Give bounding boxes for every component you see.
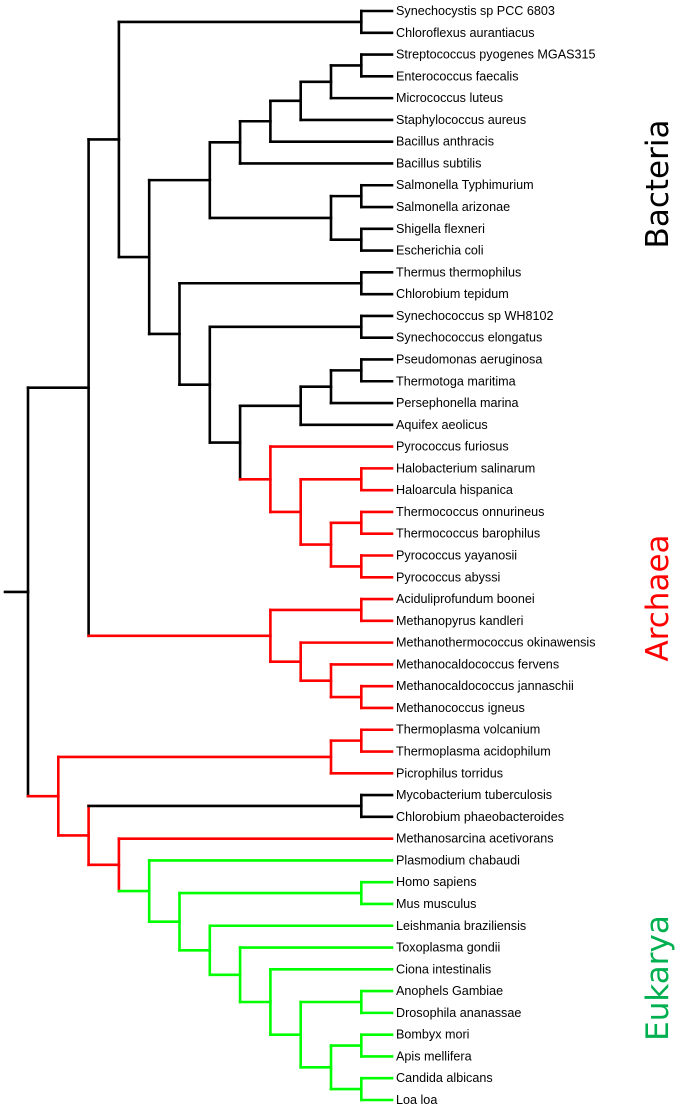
leaf-label: Streptococcus pyogenes MGAS315 [396, 48, 596, 62]
leaf-label: Anophels Gambiae [396, 984, 503, 998]
leaf-label: Haloarcula hispanica [396, 483, 513, 497]
leaf-label: Staphylococcus aureus [396, 113, 526, 127]
leaf-label: Loa loa [396, 1093, 437, 1107]
leaf-label: Apis mellifera [396, 1049, 472, 1063]
leaf-label: Pyrococcus abyssi [396, 570, 500, 584]
leaf-label: Salmonella Typhimurium [396, 178, 534, 192]
leaf-label: Synechocystis sp PCC 6803 [396, 4, 555, 18]
tree-branches [3, 9, 394, 1102]
leaf-label: Methanothermococcus okinawensis [396, 636, 596, 650]
leaf-label: Plasmodium chabaudi [396, 853, 520, 867]
leaf-label: Pyrococcus yayanosii [396, 549, 517, 563]
leaf-label: Candida albicans [396, 1071, 493, 1085]
leaf-label: Ciona intestinalis [396, 962, 491, 976]
leaf-label: Bombyx mori [396, 1028, 469, 1042]
leaf-label: Mycobacterium tuberculosis [396, 788, 552, 802]
leaf-label: Thermococcus onnurineus [396, 505, 544, 519]
leaf-label: Salmonella arizonae [396, 200, 510, 214]
leaf-label: Picrophilus torridus [396, 766, 503, 780]
leaf-label: Bacillus subtilis [396, 156, 481, 170]
leaf-label: Chloroflexus aurantiacus [396, 26, 535, 40]
leaf-label: Chlorobium phaeobacteroides [396, 810, 564, 824]
leaf-label: Halobacterium salinarum [396, 461, 535, 475]
leaf-label: Thermotoga maritima [396, 374, 516, 388]
leaf-label: Aquifex aeolicus [396, 418, 488, 432]
leaf-label: Enterococcus faecalis [396, 69, 519, 83]
leaf-label: Thermoplasma acidophilum [396, 745, 551, 759]
leaf-labels: Synechocystis sp PCC 6803 Chloroflexus au… [396, 4, 596, 1107]
leaf-label: Bacillus anthracis [396, 135, 494, 149]
leaf-label: Methanopyrus kandleri [396, 614, 523, 628]
leaf-label: Escherichia coli [396, 244, 484, 258]
leaf-label: Micrococcus luteus [396, 91, 503, 105]
clade-label-eukarya: Eukarya [640, 915, 676, 1041]
leaf-label: Pyrococcus furiosus [396, 440, 509, 454]
leaf-label: Toxoplasma gondii [396, 941, 500, 955]
leaf-label: Synechococcus elongatus [396, 331, 542, 345]
leaf-label: Homo sapiens [396, 875, 477, 889]
leaf-label: Leishmania braziliensis [396, 919, 526, 933]
leaf-label: Chlorobium tepidum [396, 287, 509, 301]
leaf-label: Methanococcus igneus [396, 701, 525, 715]
leaf-label: Methanosarcina acetivorans [396, 832, 554, 846]
leaf-label: Persephonella marina [396, 396, 519, 410]
leaf-label: Methanocaldococcus jannaschii [396, 679, 574, 693]
leaf-label: Thermococcus barophilus [396, 527, 540, 541]
leaf-label: Drosophila ananassae [396, 1006, 521, 1020]
leaf-label: Methanocaldococcus fervens [396, 657, 559, 671]
leaf-label: Mus musculus [396, 897, 476, 911]
leaf-label: Thermoplasma volcanium [396, 723, 540, 737]
leaf-label: Shigella flexneri [396, 222, 485, 236]
clade-label-archaea: Archaea [640, 534, 676, 661]
leaf-label: Synechococcus sp WH8102 [396, 309, 554, 323]
leaf-label: Pseudomonas aeruginosa [396, 352, 542, 366]
clade-label-bacteria: Bacteria [640, 120, 676, 249]
leaf-label: Thermus thermophilus [396, 265, 521, 279]
leaf-label: Aciduliprofundum boonei [396, 592, 535, 606]
